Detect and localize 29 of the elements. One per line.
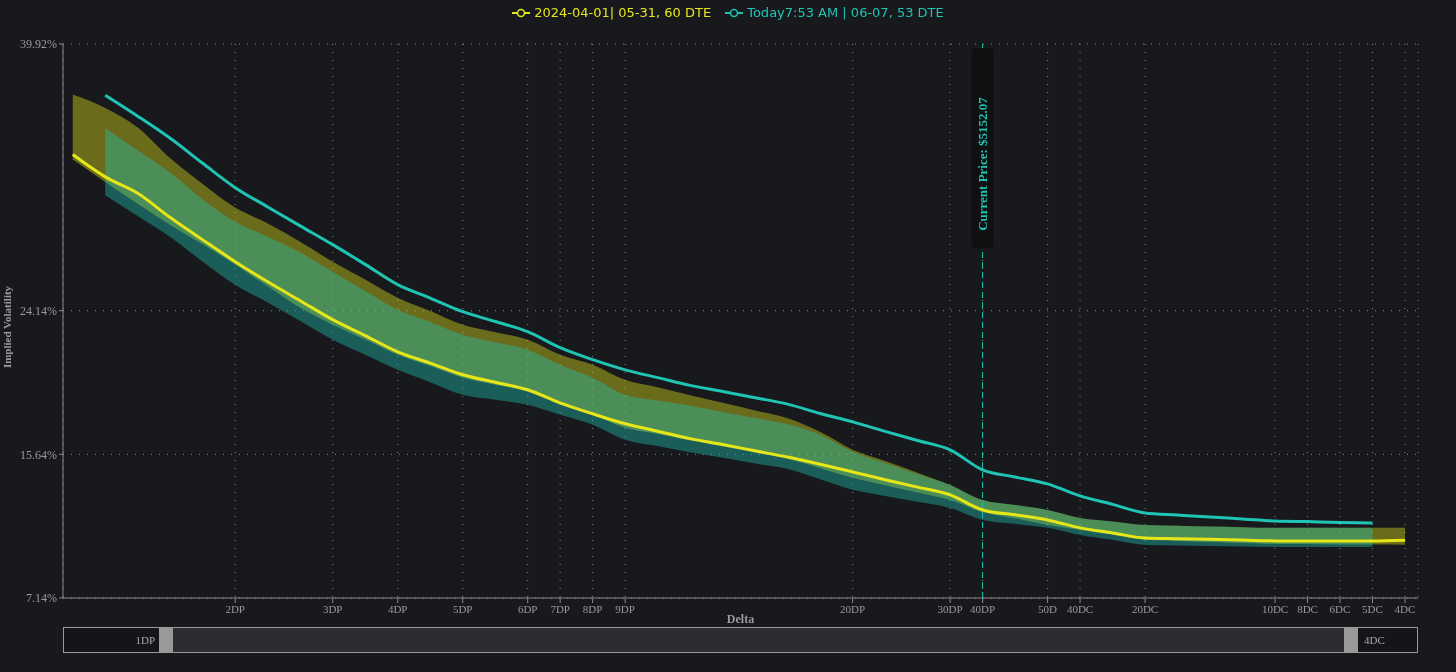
legend-label: Today7:53 AM | 06-07, 53 DTE (747, 5, 944, 20)
y-tick-label: 7.14% (26, 591, 57, 606)
y-tick-label: 39.92% (20, 37, 57, 52)
x-tick-label: 7DP (550, 602, 570, 615)
x-tick-label: 9DP (615, 602, 635, 615)
x-tick-label: 6DP (517, 602, 538, 615)
x-tick-label: 20DC (1131, 602, 1159, 615)
x-tick-label: 5DP (452, 602, 473, 615)
x-tick-label: 5DC (1362, 602, 1383, 615)
y-tick-label: 15.64% (20, 447, 57, 462)
x-tick-label: 30DP (937, 602, 963, 615)
range-slider: 1DP 4DC (63, 627, 1418, 653)
x-tick-label: 50D (1038, 602, 1058, 615)
x-tick-label: 20DP (840, 602, 866, 615)
x-tick-label: 8DC (1297, 602, 1318, 615)
x-tick-label: 3DP (322, 602, 343, 615)
y-tick-label: 24.14% (20, 303, 57, 318)
x-tick-label: 4DP (387, 602, 408, 615)
x-tick-label: 40DP (970, 602, 996, 615)
x-tick-label: 40DC (1066, 602, 1094, 615)
x-tick-label: 4DC (1394, 602, 1416, 615)
x-tick-label: 8DP (582, 602, 603, 615)
x-axis-title: Delta (726, 612, 755, 626)
x-tick-label: 6DC (1329, 602, 1351, 615)
x-tick-label: 2DP (225, 602, 245, 615)
y-axis-title: Implied Volatility (1, 285, 13, 369)
x-tick-label: 10DC (1261, 602, 1289, 615)
ref-line-label: Current Price: $5152.07 (975, 96, 991, 231)
legend-label: 2024-04-01| 05-31, 60 DTE (534, 5, 712, 20)
